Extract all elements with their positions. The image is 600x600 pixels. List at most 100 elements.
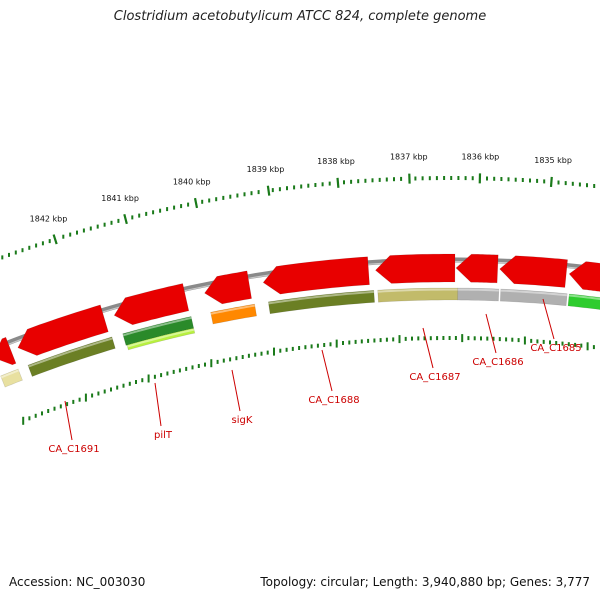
- feature-label-ca-c1688[interactable]: CA_C1688: [308, 395, 359, 406]
- gene-arrow-plus-2[interactable]: [113, 283, 190, 326]
- inner-scale-tick: [523, 336, 526, 345]
- scale-ticks-group: 1835 kbp 1836 kbp 1837 kbp 1838 kbp 1839 kbp…: [1, 152, 596, 425]
- inner-scale-tick: [22, 416, 25, 425]
- inner-scale-tick: [567, 342, 570, 347]
- cds-arc-minus-6[interactable]: [457, 287, 500, 302]
- inner-scale-tick: [47, 409, 50, 413]
- minor-scale-tick: [350, 179, 353, 184]
- inner-scale-tick: [216, 359, 219, 364]
- gene-arrow-plus-8[interactable]: [568, 261, 600, 293]
- inner-scale-tick: [316, 343, 319, 348]
- major-scale-tick: [266, 185, 271, 196]
- cds-arc-minus-3[interactable]: [210, 303, 257, 325]
- inner-scale-tick: [404, 336, 407, 341]
- major-scale-tick: [52, 234, 58, 245]
- inner-scale-tick: [436, 336, 439, 341]
- gene-arrow-plus-5[interactable]: [375, 253, 456, 284]
- gene-arrow-plus-7-highlight: [498, 283, 565, 290]
- major-scale-tick: [336, 177, 340, 188]
- minor-scale-tick: [529, 178, 531, 183]
- minor-scale-tick: [271, 188, 274, 193]
- inner-scale-tick: [498, 337, 501, 342]
- minor-scale-tick: [428, 176, 431, 181]
- feature-label-ca-c1691[interactable]: CA_C1691: [48, 444, 99, 455]
- scale-tick-label: 1835 kbp: [534, 156, 572, 165]
- feature-label-sigk[interactable]: sigK: [232, 415, 253, 426]
- inner-scale-tick: [448, 336, 451, 340]
- minor-scale-tick: [117, 218, 120, 223]
- inner-scale-tick: [486, 336, 489, 341]
- minor-scale-tick: [82, 228, 85, 233]
- cds-arc-minus-pilT-stripe[interactable]: [126, 327, 196, 351]
- inner-scale-tick: [329, 342, 332, 347]
- cds-arc-minus-1[interactable]: [27, 336, 116, 377]
- gene-arrow-plus-7[interactable]: [499, 255, 568, 288]
- cds-arc-minus-7-highlight: [500, 289, 568, 297]
- inner-scale-tick: [153, 374, 156, 379]
- minor-scale-tick: [138, 213, 141, 218]
- inner-scale-tick: [373, 338, 376, 343]
- cds-arc-minus-8[interactable]: [567, 293, 600, 310]
- minor-scale-tick: [187, 202, 190, 207]
- minor-scale-tick: [571, 181, 574, 186]
- minor-scale-tick: [385, 177, 388, 182]
- minor-scale-tick: [14, 250, 17, 255]
- inner-scale-tick: [505, 337, 508, 342]
- inner-scale-tick: [222, 358, 225, 363]
- minor-scale-tick: [145, 211, 148, 216]
- cds-arc-minus-1-highlight: [28, 337, 113, 368]
- cds-arc-minus-9[interactable]: [0, 368, 23, 388]
- inner-scale-tick: [473, 336, 476, 341]
- cds-arc-minus-7[interactable]: [499, 288, 568, 307]
- inner-scale-tick: [335, 339, 338, 348]
- minor-scale-tick: [586, 183, 588, 188]
- label-leader-line: [231, 369, 241, 412]
- scale-tick-label: 1836 kbp: [462, 152, 500, 161]
- gene-arrow-plus-1-highlight: [23, 332, 109, 364]
- major-scale-tick: [193, 197, 199, 209]
- cds-arc-minus-4[interactable]: [267, 290, 375, 315]
- inner-scale-tick: [260, 351, 263, 356]
- minor-scale-tick: [514, 177, 517, 182]
- inner-scale-tick: [204, 362, 206, 367]
- inner-scale-tick: [241, 355, 244, 359]
- gene-arrow-plus-9[interactable]: [0, 336, 17, 366]
- inner-scale-tick: [360, 339, 363, 344]
- gene-arrow-plus-3[interactable]: [204, 270, 252, 305]
- minor-scale-tick: [21, 248, 24, 253]
- inner-scale-tick: [492, 336, 495, 341]
- inner-scale-tick: [147, 374, 150, 383]
- minor-scale-tick: [173, 205, 176, 210]
- inner-scale-tick: [185, 366, 188, 371]
- cds-arc-minus-2-highlight: [122, 316, 192, 337]
- minor-scale-tick: [371, 178, 374, 183]
- feature-label-pilt[interactable]: pilT: [154, 430, 173, 441]
- inner-scale-tick: [555, 341, 558, 345]
- inner-scale-tick: [417, 336, 420, 341]
- inner-scale-tick: [561, 341, 564, 346]
- minor-scale-tick: [76, 230, 78, 235]
- feature-label-ca-c1685[interactable]: CA_C1685: [530, 343, 581, 354]
- minor-scale-tick: [62, 234, 65, 239]
- minor-scale-tick: [257, 190, 260, 195]
- minor-scale-tick: [229, 194, 232, 199]
- cds-arc-minus-pilT-stripe-highlight: [127, 328, 195, 348]
- minor-scale-tick: [393, 177, 395, 182]
- minor-scale-tick: [1, 255, 4, 260]
- gene-arrow-plus-1[interactable]: [17, 304, 109, 356]
- feature-label-ca-c1686[interactable]: CA_C1686: [472, 357, 523, 368]
- gene-arrow-plus-6[interactable]: [455, 253, 499, 284]
- minor-scale-tick: [96, 224, 99, 229]
- cds-arc-minus-5-highlight: [377, 288, 458, 293]
- gene-arrow-plus-5-highlight: [376, 282, 455, 287]
- label-leader-line: [321, 349, 333, 392]
- gene-arrow-plus-4[interactable]: [262, 256, 370, 295]
- page-title: Clostridium acetobutylicum ATCC 824, com…: [113, 9, 487, 24]
- feature-label-ca-c1687[interactable]: CA_C1687: [409, 372, 460, 383]
- genome-summary-text: Topology: circular; Length: 3,940,880 bp…: [260, 575, 590, 589]
- minor-scale-tick: [222, 195, 225, 200]
- cds-arc-minus-4-highlight: [268, 290, 374, 305]
- inner-scale-tick: [285, 347, 288, 352]
- inner-scale-tick: [53, 406, 56, 411]
